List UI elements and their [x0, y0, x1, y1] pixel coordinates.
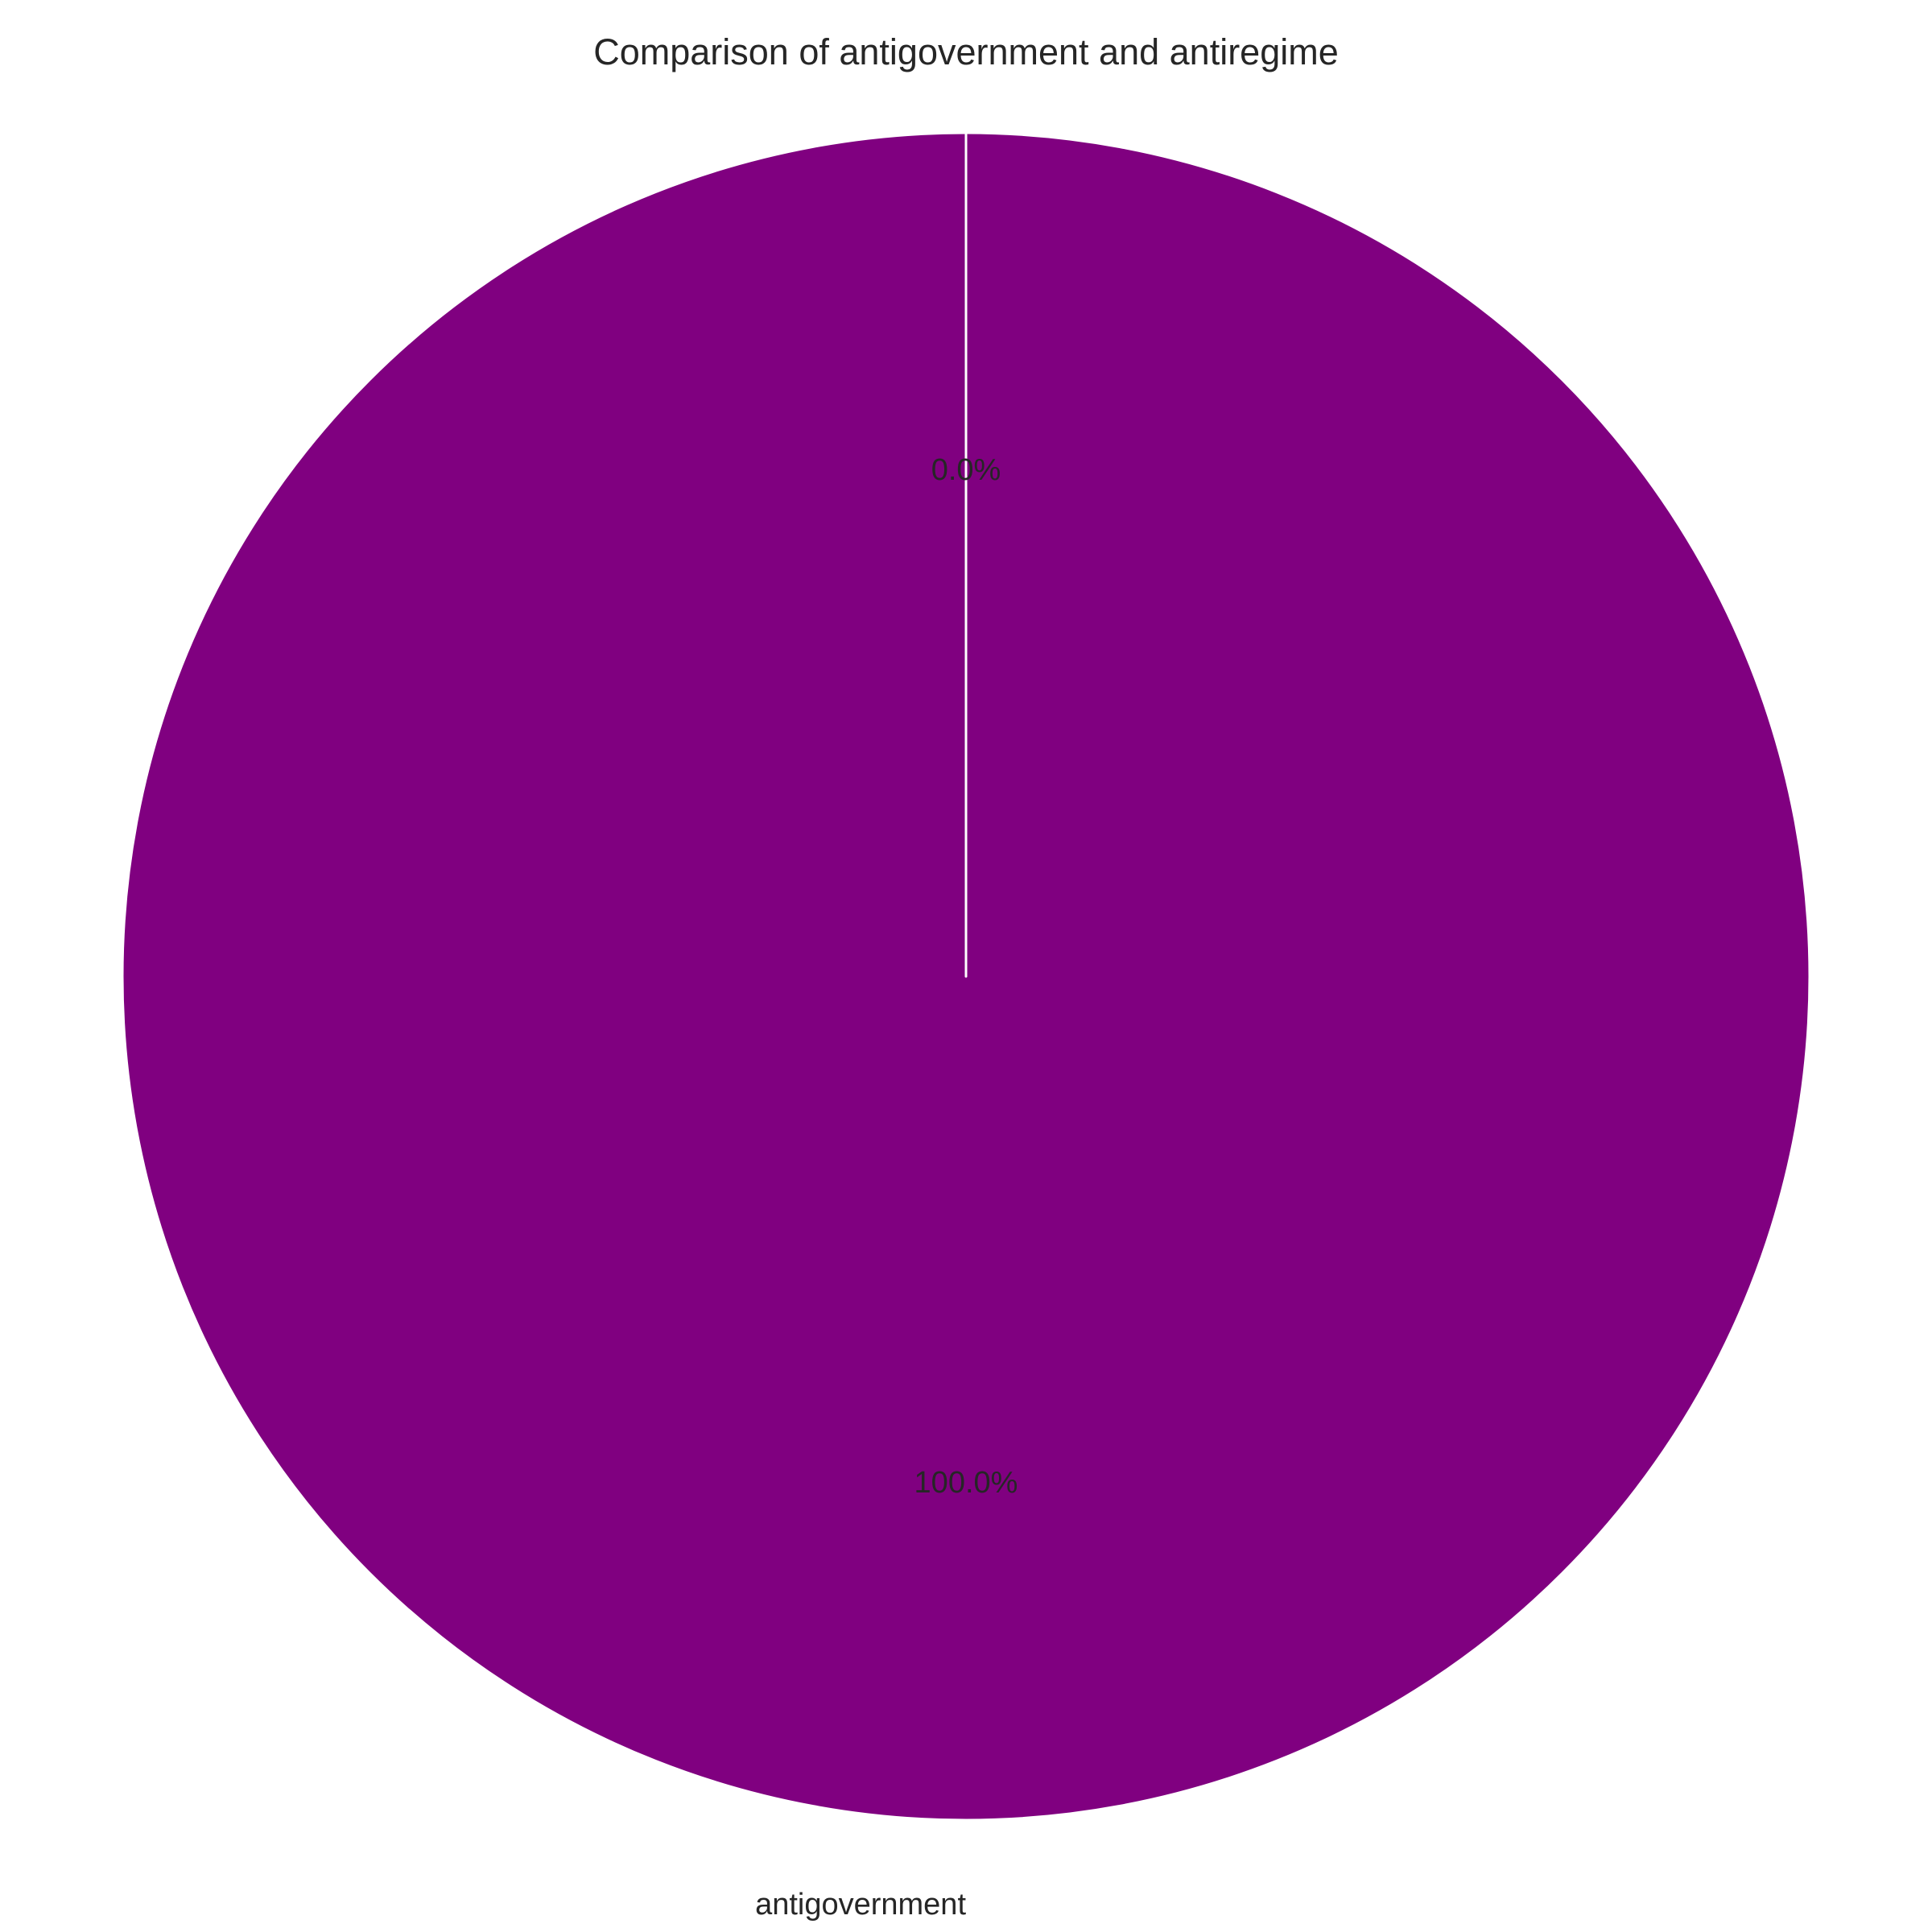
pie-labels: 100.0% antigovernment 0.0%	[755, 453, 1018, 1922]
pie-percent-label-antiregime: 0.0%	[931, 453, 1001, 487]
chart-title: Comparison of antigovernment and antireg…	[593, 31, 1339, 72]
pie-category-label-antigovernment: antigovernment	[755, 1888, 966, 1922]
pie-percent-label-antigovernment: 100.0%	[914, 1466, 1018, 1500]
pie-slices	[121, 131, 1811, 1822]
